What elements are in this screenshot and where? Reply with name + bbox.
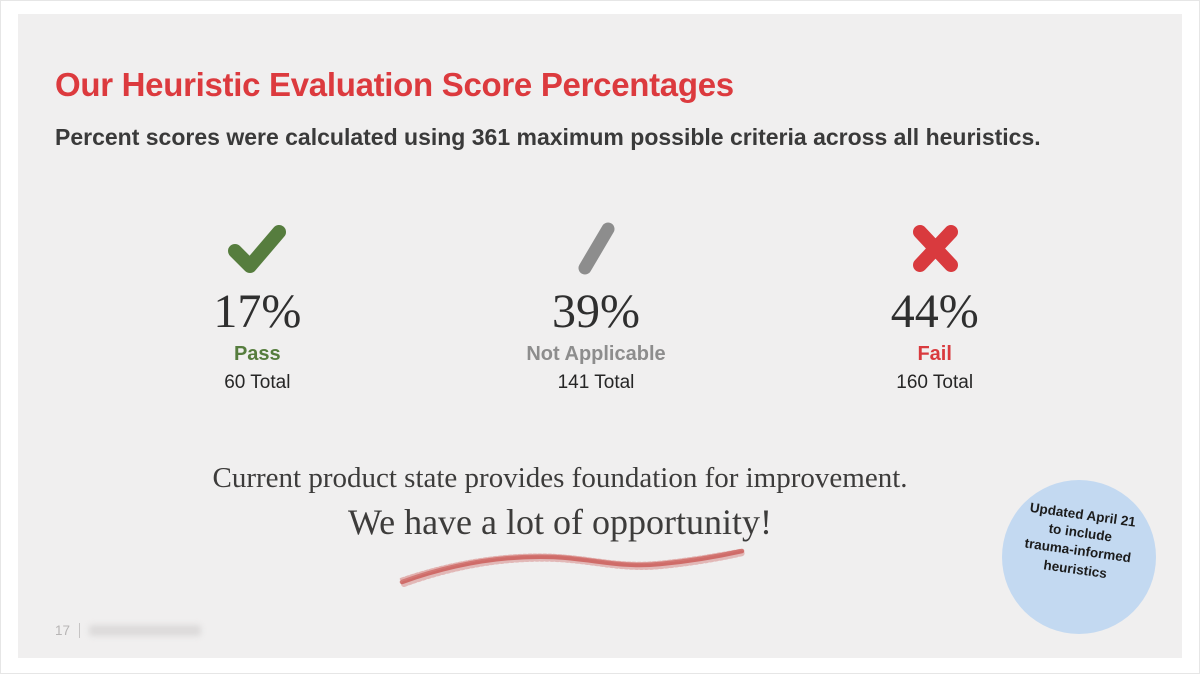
conclusion-line2: We have a lot of opportunity!	[348, 502, 772, 542]
stat-fail: 44% Fail 160 Total	[765, 222, 1104, 394]
updated-note-badge: Updated April 21 to include trauma-infor…	[1002, 480, 1156, 634]
pass-percent: 17%	[213, 285, 302, 338]
not-applicable-percent: 39%	[552, 285, 640, 338]
pass-total: 60 Total	[224, 372, 291, 393]
not-applicable-label: Not Applicable	[526, 343, 666, 365]
conclusion-line1: Current product state provides foundatio…	[212, 462, 908, 494]
stat-pass: 17% Pass 60 Total	[88, 222, 427, 394]
slide-subtitle: Percent scores were calculated using 361…	[55, 124, 1041, 150]
footer-author-redacted	[89, 625, 202, 636]
underline-squiggle-doodle	[399, 548, 746, 587]
page-number: 17	[55, 623, 71, 638]
x-icon	[908, 222, 962, 274]
check-icon	[226, 222, 288, 274]
not-applicable-total: 141 Total	[557, 372, 635, 393]
slide-title: Our Heuristic Evaluation Score Percentag…	[55, 66, 734, 103]
slash-icon	[569, 222, 623, 275]
pass-label: Pass	[233, 343, 281, 365]
fail-label: Fail	[917, 343, 952, 365]
fail-percent: 44%	[890, 285, 979, 338]
conclusion-block: Current product state provides foundatio…	[18, 460, 1102, 544]
fail-total: 160 Total	[896, 372, 974, 393]
footer-divider	[79, 623, 81, 638]
slide-canvas: Our Heuristic Evaluation Score Percentag…	[18, 14, 1182, 658]
slide-footer: 17	[55, 623, 202, 638]
stats-row: 17% Pass 60 Total 39% Not Applicable 141…	[88, 222, 1104, 394]
stat-not-applicable: 39% Not Applicable 141 Total	[427, 222, 766, 394]
updated-note-text: Updated April 21 to include trauma-infor…	[998, 496, 1161, 590]
